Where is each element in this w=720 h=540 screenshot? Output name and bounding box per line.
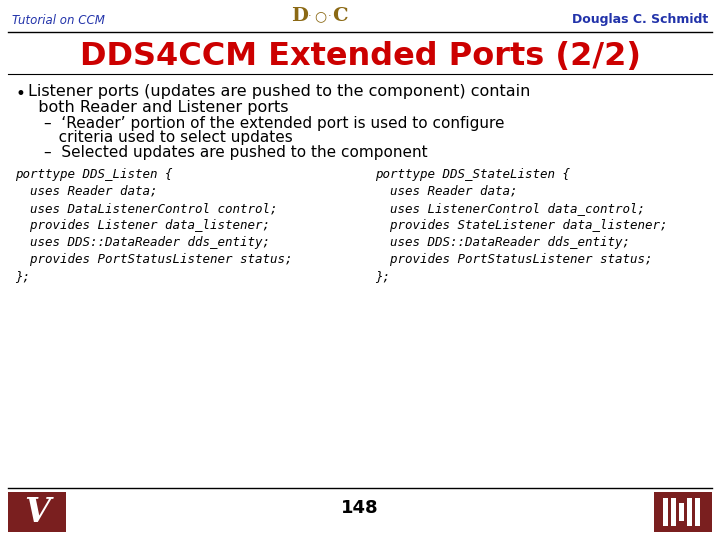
Text: provides StateListener data_listener;: provides StateListener data_listener; (375, 219, 667, 232)
Text: C: C (332, 7, 348, 25)
Text: provides PortStatusListener status;: provides PortStatusListener status; (375, 253, 652, 266)
Text: –  ‘Reader’ portion of the extended port is used to configure: – ‘Reader’ portion of the extended port … (44, 116, 505, 131)
Bar (8, 492, 66, 532)
Bar (687, 498, 692, 526)
Text: uses DDS::DataReader dds_entity;: uses DDS::DataReader dds_entity; (375, 236, 630, 249)
Text: ·: · (328, 11, 332, 21)
Text: porttype DDS_StateListen {: porttype DDS_StateListen { (375, 168, 570, 181)
Text: criteria used to select updates: criteria used to select updates (44, 130, 293, 145)
Text: –  Selected updates are pushed to the component: – Selected updates are pushed to the com… (44, 145, 428, 160)
Text: V: V (24, 496, 50, 529)
Text: };: }; (375, 270, 390, 283)
Text: D: D (292, 7, 308, 25)
Text: Douglas C. Schmidt: Douglas C. Schmidt (572, 14, 708, 26)
Text: uses DataListenerControl control;: uses DataListenerControl control; (15, 202, 277, 215)
Bar (663, 498, 668, 526)
Bar (671, 498, 676, 526)
Text: 148: 148 (341, 499, 379, 517)
Text: uses DDS::DataReader dds_entity;: uses DDS::DataReader dds_entity; (15, 236, 270, 249)
Bar (679, 503, 684, 521)
Text: ○: ○ (314, 9, 326, 23)
Text: provides Listener data_listener;: provides Listener data_listener; (15, 219, 270, 232)
Text: both Reader and Listener ports: both Reader and Listener ports (28, 100, 289, 115)
Text: •: • (16, 85, 26, 103)
Bar (654, 492, 712, 532)
Text: porttype DDS_Listen {: porttype DDS_Listen { (15, 168, 173, 181)
Text: uses Reader data;: uses Reader data; (375, 185, 518, 198)
Text: uses Reader data;: uses Reader data; (15, 185, 158, 198)
Bar (695, 498, 700, 526)
Text: Listener ports (updates are pushed to the component) contain: Listener ports (updates are pushed to th… (28, 84, 531, 99)
Text: provides PortStatusListener status;: provides PortStatusListener status; (15, 253, 292, 266)
Text: };: }; (15, 270, 30, 283)
Text: ·: · (308, 11, 312, 21)
Text: uses ListenerControl data_control;: uses ListenerControl data_control; (375, 202, 645, 215)
Text: DDS4CCM Extended Ports (2/2): DDS4CCM Extended Ports (2/2) (79, 40, 641, 71)
Text: Tutorial on CCM: Tutorial on CCM (12, 14, 105, 26)
